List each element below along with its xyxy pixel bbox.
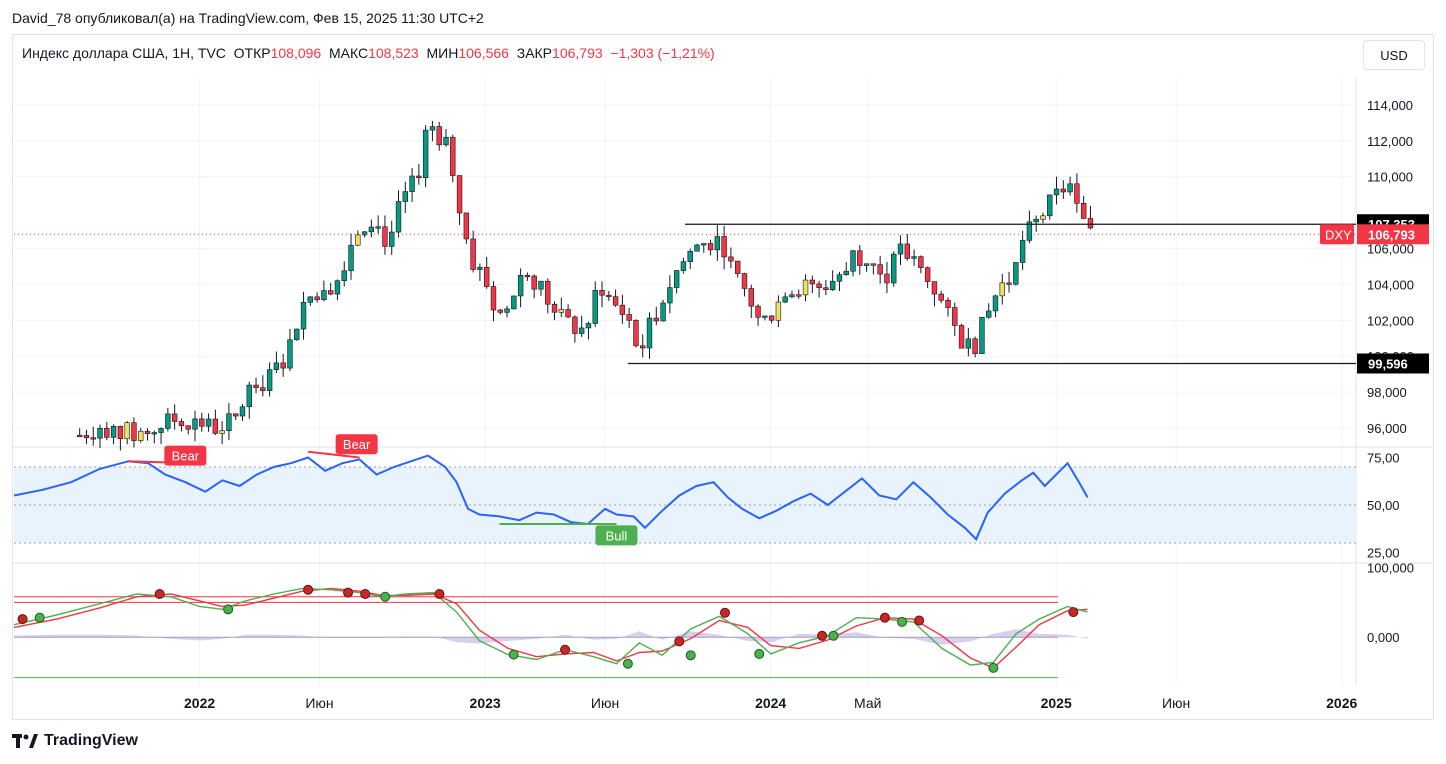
low-value: 106,566 <box>458 45 509 61</box>
currency-button[interactable]: USD <box>1363 40 1425 70</box>
symbol-legend: Индекс доллара США, 1Н, TVC ОТКР108,096 … <box>22 45 715 61</box>
tradingview-brand[interactable]: TradingView <box>12 732 138 750</box>
change-value: −1,303 (−1,21%) <box>610 45 715 61</box>
publish-info: David_78 опубликовал(а) на TradingView.c… <box>12 10 484 26</box>
close-value: 106,793 <box>552 45 603 61</box>
high-label: МАКС <box>329 45 369 61</box>
high-value: 108,523 <box>368 45 419 61</box>
brand-name: TradingView <box>44 732 138 749</box>
chart-frame <box>12 34 1434 720</box>
symbol-title: Индекс доллара США, 1Н, TVC <box>22 45 226 61</box>
open-label: ОТКР <box>233 45 271 61</box>
close-label: ЗАКР <box>516 45 553 61</box>
low-label: МИН <box>426 45 459 61</box>
tradingview-logo-icon <box>12 734 38 748</box>
open-value: 108,096 <box>270 45 322 61</box>
